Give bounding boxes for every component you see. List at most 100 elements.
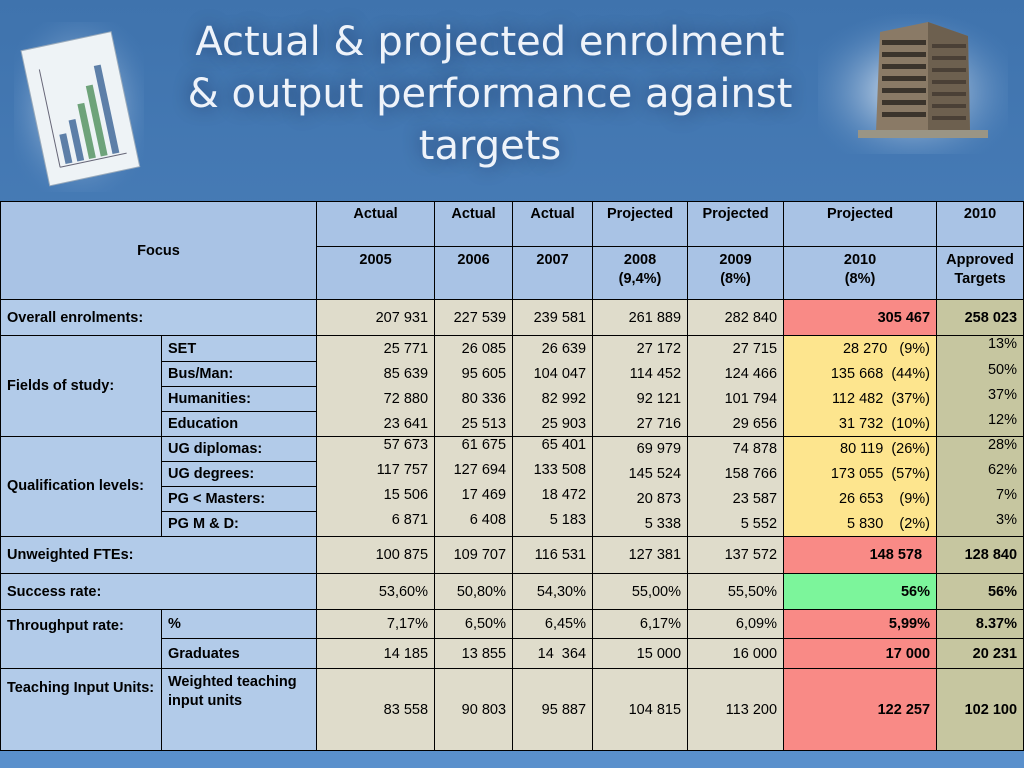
table-cell: 109 707 <box>434 536 514 574</box>
sub-label: Graduates <box>160 638 318 669</box>
sub-label: Education <box>160 411 318 437</box>
building-picture <box>818 14 1008 154</box>
row-label: Overall enrolments: <box>0 299 318 336</box>
table-row: Throughput rate: % 7,17% 6,50% 6,45% 6,1… <box>0 609 1024 669</box>
table-cell: 27 715 <box>687 335 785 362</box>
group-label: Teaching Input Units: <box>0 668 162 751</box>
table-row: Success rate: 53,60% 50,80% 54,30% 55,00… <box>0 573 1024 610</box>
table-cell: 50,80% <box>434 573 514 610</box>
table-cell: 6,09% <box>687 609 785 639</box>
table-cell: 28% <box>936 436 1024 462</box>
sub-label: % <box>160 609 318 639</box>
table-row: Qualification levels: UG diplomas: 57 67… <box>0 436 1024 537</box>
table-cell: 8.37% <box>936 609 1024 639</box>
table-cell: 72 880 <box>316 386 436 412</box>
table-cell: 17 469 <box>434 486 514 512</box>
table-cell: 69 979 <box>592 436 689 462</box>
slide-title: Actual & projected enrolment & output pe… <box>187 19 793 169</box>
table-cell: 23 641 <box>316 411 436 437</box>
table-cell: 62% <box>936 461 1024 487</box>
table-cell: 37% <box>936 386 1024 412</box>
table-cell: 23 587 <box>687 486 785 512</box>
table-cell: 13% <box>936 335 1024 362</box>
table-cell: 137 572 <box>687 536 785 574</box>
table-cell: 27 172 <box>592 335 689 362</box>
col-header-type: Actual <box>512 201 594 247</box>
col-header-year: 2005 <box>316 246 436 300</box>
table-cell: 5 830 (2%) <box>783 511 938 537</box>
table-cell: 114 452 <box>592 361 689 387</box>
table-cell: 14 364 <box>512 638 594 669</box>
table-cell: 55,50% <box>687 573 785 610</box>
table-cell: 80 336 <box>434 386 514 412</box>
table-cell: 83 558 <box>316 668 436 751</box>
sub-label: UG diplomas: <box>160 436 318 462</box>
col-header-type: Actual <box>434 201 514 247</box>
table-cell: 6,17% <box>592 609 689 639</box>
table-cell: 95 887 <box>512 668 594 751</box>
highlight-cell: 305 467 <box>783 299 938 336</box>
table-cell: 5 183 <box>512 511 594 537</box>
enrolment-table: Focus Actual Actual Actual Projected Pro… <box>0 201 1024 751</box>
col-header-type: Actual <box>316 201 436 247</box>
table-cell: 80 119 (26%) <box>783 436 938 462</box>
table-cell: 20 873 <box>592 486 689 512</box>
table-cell: 135 668 (44%) <box>783 361 938 387</box>
table-cell: 104 815 <box>592 668 689 751</box>
table-cell: 26 639 <box>512 335 594 362</box>
highlight-cell: 56% <box>783 573 938 610</box>
table-cell: 5 552 <box>687 511 785 537</box>
table-cell: 95 605 <box>434 361 514 387</box>
table-cell: 227 539 <box>434 299 514 336</box>
table-cell: 18 472 <box>512 486 594 512</box>
table-row: Bus/Man: 85 639 95 605 104 047 114 452 1… <box>1 361 1024 387</box>
table-row: Education 23 641 25 513 25 903 27 716 29… <box>1 411 1024 437</box>
col-header-year: 2008 (9,4%) <box>592 246 689 300</box>
table-row: Unweighted FTEs: 100 875 109 707 116 531… <box>0 536 1024 574</box>
table-row: PG M & D: 6 871 6 408 5 183 5 338 5 552 … <box>1 511 1024 537</box>
table-cell: 261 889 <box>592 299 689 336</box>
table-cell: 56% <box>936 573 1024 610</box>
table-cell: 127 694 <box>434 461 514 487</box>
table-cell: 25 903 <box>512 411 594 437</box>
group-label: Fields of study: <box>0 335 162 437</box>
table-cell: 31 732 (10%) <box>783 411 938 437</box>
table-cell: 50% <box>936 361 1024 387</box>
table-cell: 145 524 <box>592 461 689 487</box>
table-cell: 25 771 <box>316 335 436 362</box>
table-cell: 14 185 <box>316 638 436 669</box>
table-cell: 26 085 <box>434 335 514 362</box>
table-cell: 7,17% <box>316 609 436 639</box>
table-cell: 258 023 <box>936 299 1024 336</box>
highlight-cell: 17 000 <box>783 638 938 669</box>
table-cell: 15 506 <box>316 486 436 512</box>
table-cell: 85 639 <box>316 361 436 387</box>
table-cell: 133 508 <box>512 461 594 487</box>
table-cell: 26 653 (9%) <box>783 486 938 512</box>
sub-label: PG < Masters: <box>160 486 318 512</box>
col-header-year: 2009 (8%) <box>687 246 785 300</box>
table-cell: 6,50% <box>434 609 514 639</box>
table-cell: 104 047 <box>512 361 594 387</box>
table-cell: 74 878 <box>687 436 785 462</box>
table-cell: 13 855 <box>434 638 514 669</box>
sub-label: UG degrees: <box>160 461 318 487</box>
highlight-cell: 148 578 <box>783 536 938 574</box>
table-cell: 6 871 <box>316 511 436 537</box>
table-cell: 16 000 <box>687 638 785 669</box>
table-cell: 65 401 <box>512 436 594 462</box>
table-cell: 29 656 <box>687 411 785 437</box>
table-cell: 82 992 <box>512 386 594 412</box>
group-label: Throughput rate: <box>0 609 162 669</box>
table-row: Fields of study: SET 25 771 26 085 26 63… <box>0 335 1024 437</box>
row-label: Success rate: <box>0 573 318 610</box>
table-cell: 27 716 <box>592 411 689 437</box>
table-cell: 28 270 (9%) <box>783 335 938 362</box>
table-cell: 239 581 <box>512 299 594 336</box>
table-cell: 101 794 <box>687 386 785 412</box>
table-cell: 282 840 <box>687 299 785 336</box>
table-cell: 116 531 <box>512 536 594 574</box>
table-cell: 113 200 <box>687 668 785 751</box>
table-cell: 124 466 <box>687 361 785 387</box>
table-cell: 61 675 <box>434 436 514 462</box>
